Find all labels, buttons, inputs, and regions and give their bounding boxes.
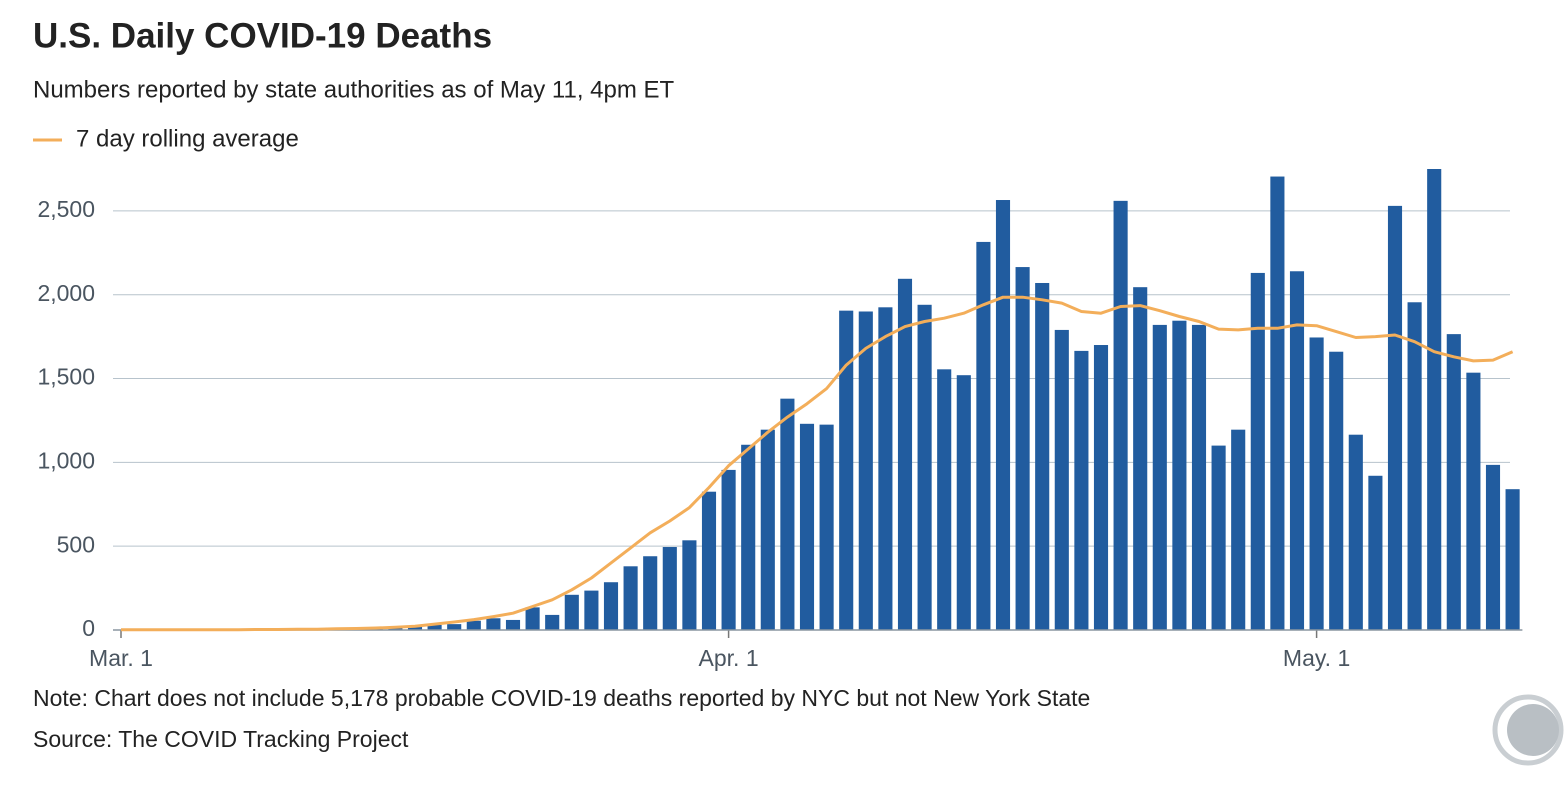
bar [682, 540, 697, 630]
x-tick-label: Apr. 1 [699, 645, 759, 671]
bar [799, 423, 815, 630]
bar [741, 444, 756, 630]
y-tick-label: 1,500 [37, 364, 95, 390]
chart-note: Note: Chart does not include 5,178 proba… [33, 685, 1090, 711]
bar [1015, 267, 1030, 630]
bar [760, 429, 775, 630]
bar [1172, 320, 1187, 630]
y-tick-label: 2,500 [37, 196, 95, 222]
bar [1074, 350, 1089, 630]
bar [937, 369, 952, 630]
bar [976, 241, 991, 630]
bar [897, 278, 913, 630]
bar [780, 398, 795, 630]
bar [1231, 429, 1246, 630]
y-tick-label: 2,000 [37, 280, 95, 306]
bar [1348, 434, 1363, 630]
bar [623, 566, 638, 630]
chart-source: Source: The COVID Tracking Project [33, 726, 409, 752]
bar [1329, 351, 1344, 630]
bar [956, 375, 971, 630]
bar [1191, 324, 1207, 630]
bar [447, 624, 462, 630]
bar [1368, 475, 1383, 630]
bar [1387, 205, 1403, 630]
bar [662, 547, 677, 630]
bar [486, 618, 501, 630]
legend-label: 7 day rolling average [76, 125, 299, 152]
bar [819, 424, 834, 630]
bar [1035, 282, 1050, 630]
bar [1466, 372, 1481, 630]
bar [1133, 287, 1148, 630]
bar [878, 307, 893, 630]
bar [839, 310, 854, 630]
bar [466, 620, 481, 630]
bar [1289, 271, 1305, 630]
y-tick-label: 0 [82, 615, 95, 641]
bar [584, 590, 599, 630]
bar [505, 619, 521, 630]
bar [1309, 337, 1324, 630]
bar [995, 200, 1011, 630]
bar [917, 304, 932, 630]
bar [427, 624, 442, 630]
y-tick-label: 1,000 [37, 447, 95, 473]
bar [1446, 334, 1461, 630]
x-tick-label: May. 1 [1283, 645, 1350, 671]
bar [721, 469, 736, 630]
logo [1492, 694, 1564, 766]
bar [545, 614, 560, 630]
bar [701, 491, 717, 630]
chart-subtitle: Numbers reported by state authorities as… [33, 76, 675, 103]
bar [1093, 345, 1109, 630]
bar [603, 582, 619, 630]
bar [525, 607, 540, 630]
x-tick-label: Mar. 1 [89, 645, 153, 671]
bar [1113, 200, 1128, 631]
bar [1485, 464, 1501, 630]
bar [858, 311, 873, 630]
rolling-average-line [121, 295, 1514, 632]
bar [1152, 324, 1167, 630]
bar [1505, 489, 1520, 630]
bar [1250, 272, 1265, 630]
bar [564, 594, 579, 630]
chart-title: U.S. Daily COVID-19 Deaths [33, 16, 492, 55]
bar [1211, 445, 1226, 630]
bar [407, 626, 423, 630]
bar [1270, 176, 1285, 630]
bar [1427, 169, 1442, 630]
y-tick-label: 500 [57, 531, 95, 557]
bar [643, 556, 658, 630]
bar [1054, 329, 1069, 630]
bar [1407, 302, 1422, 630]
